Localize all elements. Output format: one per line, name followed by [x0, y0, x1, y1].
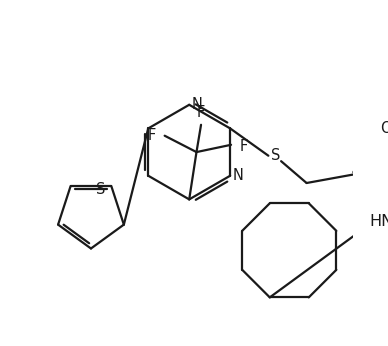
Text: N: N [192, 97, 203, 112]
Text: F: F [197, 104, 205, 120]
Text: F: F [148, 128, 156, 143]
Text: S: S [271, 148, 281, 163]
Text: F: F [240, 139, 248, 154]
Text: S: S [96, 182, 105, 197]
Text: O: O [380, 121, 388, 136]
Text: HN: HN [369, 214, 388, 229]
Text: N: N [233, 168, 244, 183]
